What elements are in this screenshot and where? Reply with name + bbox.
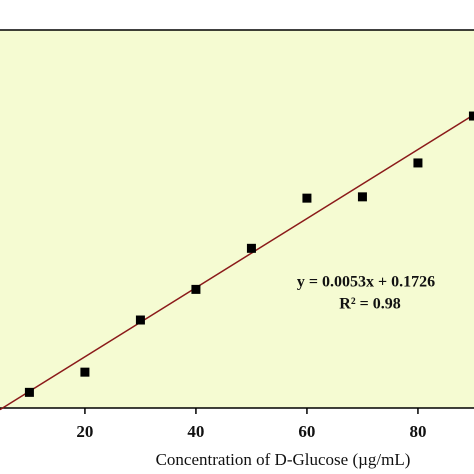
r-squared: R² = 0.98	[339, 296, 400, 313]
x-tick-label: 40	[187, 422, 204, 441]
point	[357, 192, 367, 202]
x-tick-label: 60	[298, 422, 315, 441]
point	[191, 284, 201, 294]
equation: y = 0.0053x + 0.1726	[297, 274, 435, 291]
x-tick-label: 20	[76, 422, 93, 441]
point	[135, 315, 145, 325]
point	[302, 193, 312, 203]
point	[24, 387, 34, 397]
point	[80, 367, 90, 377]
point	[468, 111, 474, 121]
x-tick-label: 80	[409, 422, 426, 441]
plot-area	[0, 30, 474, 408]
trendline	[0, 114, 474, 411]
x-axis-label: Concentration of D-Glucose (µg/mL)	[156, 450, 411, 469]
point	[246, 243, 256, 253]
point	[413, 158, 423, 168]
